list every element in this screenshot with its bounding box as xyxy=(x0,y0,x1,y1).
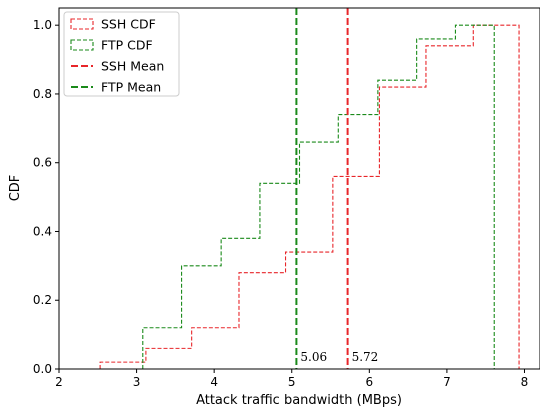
ftp-mean-value-label: 5.06 xyxy=(300,350,327,364)
legend-label-ftp-mean: FTP Mean xyxy=(101,80,161,95)
legend-label-ssh-cdf: SSH CDF xyxy=(101,17,156,32)
y-tick-label: 0.6 xyxy=(33,156,52,170)
x-tick-label: 8 xyxy=(521,375,529,389)
legend-label-ssh-mean: SSH Mean xyxy=(101,59,164,74)
y-tick-label: 0.4 xyxy=(33,224,52,238)
x-tick-label: 3 xyxy=(133,375,141,389)
y-tick-label: 0.0 xyxy=(33,362,52,376)
ftp-cdf-series xyxy=(142,24,495,369)
x-axis-label: Attack traffic bandwidth (MBps) xyxy=(196,393,402,408)
y-tick-label: 0.2 xyxy=(33,293,52,307)
y-tick-label: 1.0 xyxy=(33,18,52,32)
legend-box xyxy=(63,11,180,97)
axes-frame xyxy=(58,7,540,370)
axes: 2 3 4 5 6 7 8 0.0 0.2 0.4 0.6 0.8 1.0 xyxy=(33,7,540,389)
x-tick-label: 2 xyxy=(55,375,63,389)
ssh-cdf-series xyxy=(99,24,520,369)
x-tick-label: 4 xyxy=(210,375,218,389)
series-layer xyxy=(99,8,520,369)
x-tick-label: 6 xyxy=(366,375,374,389)
legend: SSH CDF FTP CDF SSH Mean FTP Mean xyxy=(63,11,180,97)
legend-swatch-ftp-cdf xyxy=(70,39,94,51)
ssh-mean-value-label: 5.72 xyxy=(352,350,379,364)
legend-swatch-ssh-cdf xyxy=(70,18,94,30)
annotation-layer: 5.72 5.06 xyxy=(300,350,378,364)
x-tick-label: 5 xyxy=(288,375,296,389)
y-tick-label: 0.8 xyxy=(33,87,52,101)
y-axis-label: CDF xyxy=(8,175,23,202)
x-tick-label: 7 xyxy=(443,375,451,389)
legend-label-ftp-cdf: FTP CDF xyxy=(101,38,153,53)
